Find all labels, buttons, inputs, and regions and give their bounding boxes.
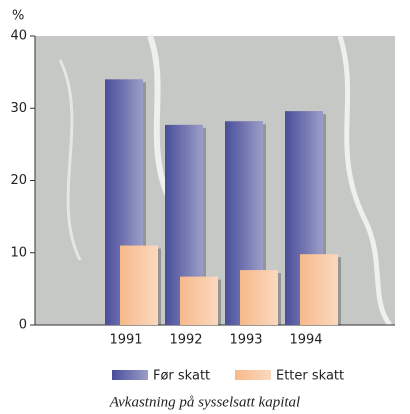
legend-shine [235,370,271,380]
legend-label: Etter skatt [276,369,344,384]
y-tick-label: 10 [10,245,27,260]
y-tick-label: 30 [10,101,27,116]
y-tick-label: 20 [10,173,27,188]
texture [337,35,393,327]
legend-label: Før skatt [153,369,210,384]
y-tick-label: 40 [10,29,27,44]
bar-shine [120,245,158,325]
y-tick-label: 0 [19,318,27,333]
bar-shine [300,254,338,325]
chart-title: Avkastning på sysselsatt kapital [109,394,300,410]
bar-shine [240,270,278,325]
x-tick-label: 1994 [289,333,322,348]
bar-shine [180,276,218,325]
x-tick-label: 1992 [169,333,202,348]
x-tick-label: 1991 [109,333,142,348]
y-axis-label: % [12,9,24,24]
legend-shine [112,370,148,380]
texture [58,59,82,261]
x-tick-label: 1993 [229,333,262,348]
